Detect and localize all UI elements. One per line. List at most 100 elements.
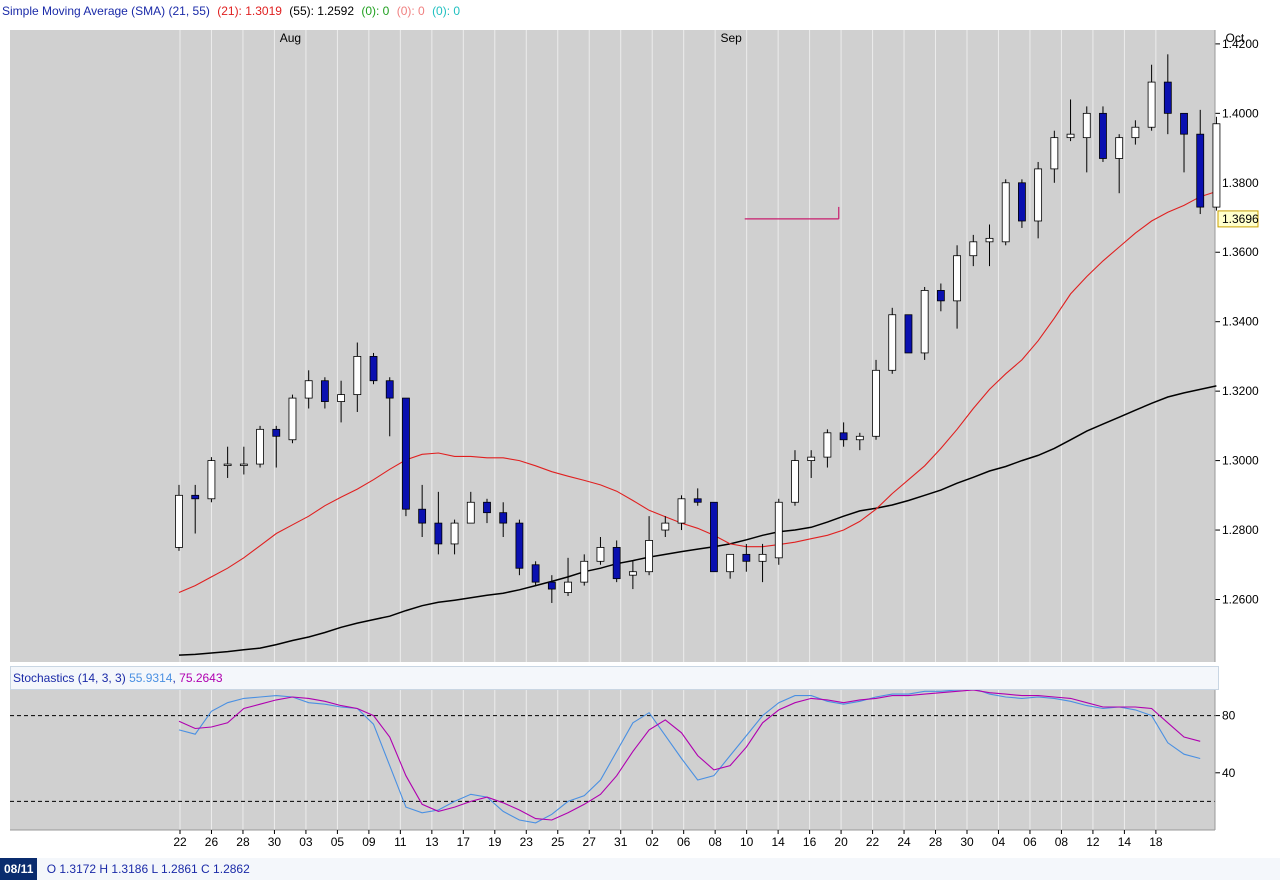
candle-body bbox=[710, 501, 718, 573]
x-tick-label: 12 bbox=[1086, 835, 1100, 849]
x-tick-label: 13 bbox=[425, 835, 439, 849]
candle-body bbox=[1099, 112, 1107, 159]
sma21-line bbox=[178, 190, 1217, 594]
candle-body bbox=[239, 463, 248, 466]
candle-body bbox=[1163, 81, 1172, 114]
candle-body bbox=[823, 432, 832, 458]
current-price-label: 1.3696 bbox=[1222, 212, 1259, 226]
candle-body bbox=[1115, 137, 1124, 159]
price-tick-label: 1.4200 bbox=[1222, 37, 1259, 51]
candle-body bbox=[191, 494, 200, 500]
candle-body bbox=[434, 522, 443, 545]
candle-body bbox=[920, 290, 929, 354]
candle-body bbox=[320, 380, 329, 402]
sma55-value: (55): 1.2592 bbox=[289, 4, 354, 18]
candle-body bbox=[953, 255, 961, 302]
x-axis: 22 26 28 30 03 05 09 11 13 17 19 23 25 27 31 02 06 08 10 14… bbox=[10, 829, 1215, 849]
month-label: Oct bbox=[1226, 31, 1245, 45]
stochastics-tick-label: 80 bbox=[1222, 709, 1236, 723]
candle-body bbox=[1082, 112, 1091, 139]
x-tick-label: 09 bbox=[362, 835, 376, 849]
x-tick-label: 25 bbox=[551, 835, 565, 849]
candle-body bbox=[807, 456, 816, 461]
candle-body bbox=[304, 380, 313, 399]
x-tick-label: 19 bbox=[488, 835, 502, 849]
candle-body bbox=[450, 522, 459, 545]
candle-body bbox=[888, 314, 897, 371]
candle-body bbox=[466, 501, 475, 524]
candle-body bbox=[791, 460, 799, 503]
candle-body bbox=[855, 435, 864, 441]
candle-body bbox=[742, 553, 751, 562]
stochastics-pane: 80 40 bbox=[10, 687, 1236, 830]
price-tick-label: 1.3800 bbox=[1222, 176, 1259, 190]
candle-body bbox=[1196, 133, 1205, 208]
candle-body bbox=[774, 501, 783, 559]
candle-body bbox=[256, 428, 264, 465]
candle-body bbox=[1066, 133, 1075, 139]
x-tick-label: 10 bbox=[740, 835, 754, 849]
stochastics-k-value: 55.9314 bbox=[129, 671, 173, 685]
x-tick-label: 05 bbox=[331, 835, 345, 849]
candle-body bbox=[1147, 81, 1156, 128]
x-tick-label: 17 bbox=[457, 835, 471, 849]
candle-body bbox=[969, 241, 978, 257]
sma-zero-3: (0): 0 bbox=[432, 4, 461, 18]
price-chart[interactable]: 1.4200 1.4000 1.3800 1.3600 1.3400 1.3200 1.30… bbox=[0, 0, 1280, 858]
price-plot-area bbox=[10, 30, 1215, 662]
status-ohlc: O 1.3172 H 1.3186 L 1.2861 C 1.2862 bbox=[46, 862, 250, 876]
candle-body bbox=[1180, 112, 1188, 135]
candle-body bbox=[596, 547, 605, 562]
candle-body bbox=[353, 356, 362, 396]
x-tick-label: 30 bbox=[960, 835, 974, 849]
sma21-value: (21): 1.3019 bbox=[217, 4, 282, 18]
price-tick-label: 1.3400 bbox=[1222, 315, 1259, 329]
current-price-tag bbox=[1217, 210, 1259, 228]
candle-body bbox=[1001, 182, 1010, 243]
price-pane: 1.4200 1.4000 1.3800 1.3600 1.3400 1.3200 1.30… bbox=[10, 30, 1259, 662]
price-tick-label: 1.2600 bbox=[1222, 592, 1259, 606]
x-tick-label: 02 bbox=[646, 835, 660, 849]
x-tick-label: 18 bbox=[1149, 835, 1163, 849]
candle-body bbox=[1050, 137, 1059, 170]
stochastics-tick-label: 40 bbox=[1222, 766, 1236, 780]
candle-body bbox=[418, 508, 427, 524]
x-tick-label: 03 bbox=[299, 835, 313, 849]
candle-body bbox=[207, 460, 216, 500]
candle-body bbox=[1034, 168, 1043, 222]
x-tick-label: 14 bbox=[771, 835, 785, 849]
candle-body bbox=[337, 394, 346, 402]
month-label: Sep bbox=[720, 31, 742, 45]
status-bar: 08/11 O 1.3172 H 1.3186 L 1.2861 C 1.286… bbox=[0, 858, 1280, 880]
x-tick-label: 31 bbox=[614, 835, 628, 849]
candle-body bbox=[547, 581, 556, 590]
sma-zero-2: (0): 0 bbox=[396, 4, 425, 18]
x-tick-label: 23 bbox=[520, 835, 534, 849]
stochastics-d-value: 75.2643 bbox=[179, 671, 223, 685]
candle-body bbox=[272, 428, 281, 437]
candle-body bbox=[936, 290, 945, 302]
candle-body bbox=[612, 547, 621, 580]
candle-body bbox=[531, 564, 540, 583]
status-date: 08/11 bbox=[0, 858, 38, 880]
x-tick-label: 14 bbox=[1118, 835, 1132, 849]
price-tick-label: 1.2800 bbox=[1222, 523, 1259, 537]
candle-body bbox=[872, 369, 880, 437]
candle-body bbox=[483, 501, 491, 514]
x-tick-label: 22 bbox=[173, 835, 187, 849]
candle-body bbox=[369, 356, 378, 382]
x-tick-label: 28 bbox=[929, 835, 943, 849]
x-tick-label: 11 bbox=[394, 835, 407, 849]
candle-body bbox=[758, 553, 767, 562]
candle-body bbox=[645, 540, 653, 573]
price-tick-label: 1.3200 bbox=[1222, 384, 1259, 398]
stochastics-legend: Stochastics (14, 3, 3) 55.9314, 75.2643 bbox=[10, 666, 1219, 690]
candle-body bbox=[499, 512, 508, 524]
sma-legend-name: Simple Moving Average (SMA) (21, 55) bbox=[2, 4, 210, 18]
x-tick-label: 06 bbox=[677, 835, 691, 849]
candle-body bbox=[223, 463, 232, 466]
x-tick-label: 28 bbox=[236, 835, 250, 849]
x-tick-label: 24 bbox=[897, 835, 911, 849]
candle-body bbox=[677, 498, 686, 524]
sma55-line bbox=[178, 385, 1217, 656]
